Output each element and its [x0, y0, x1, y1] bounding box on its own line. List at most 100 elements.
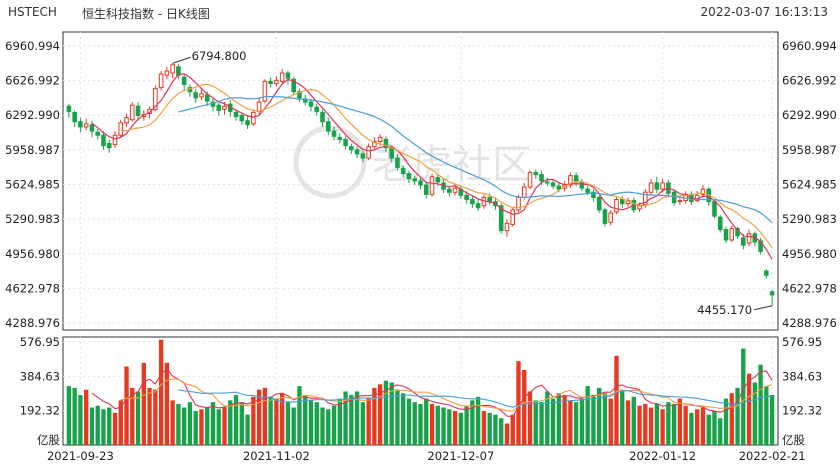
volume-bar: [401, 393, 406, 445]
volume-bar: [573, 402, 579, 445]
candle-body: [343, 138, 348, 147]
volume-bar: [487, 412, 492, 445]
volume-bar: [475, 396, 481, 445]
volume-bar: [568, 400, 573, 445]
candle-body: [239, 115, 245, 122]
volume-bar: [470, 400, 475, 445]
volume-bar: [591, 395, 596, 445]
y-tick-label-left: 6960.994: [5, 39, 60, 53]
symbol-label: HSTECH: [8, 5, 57, 19]
volume-bar: [712, 411, 717, 445]
volume-bar: [637, 405, 642, 445]
chart-name-label: 恒生科技指数 - 日K线图: [82, 7, 210, 21]
candle-body: [556, 185, 562, 190]
candle-body: [216, 104, 222, 111]
y-tick-label-left: 4288.976: [5, 316, 60, 330]
volume-bar: [303, 395, 308, 445]
volume-tick-label-left: 576.95: [20, 335, 60, 349]
volume-bar: [135, 391, 141, 445]
candle-body: [504, 222, 510, 232]
volume-bar: [343, 391, 348, 445]
low-annotation-leader: [754, 305, 773, 311]
ma5-line: [91, 73, 773, 260]
volume-bar: [631, 396, 636, 445]
volume-unit-left: 亿股: [37, 433, 60, 447]
volume-bar: [522, 370, 527, 445]
candle-body: [83, 123, 89, 128]
price-panel-frame: [62, 31, 779, 331]
candle-body: [545, 181, 550, 184]
volume-bar: [746, 373, 752, 445]
volume-bar: [550, 398, 556, 445]
volume-ma10-line: [120, 378, 773, 412]
candle-body: [608, 212, 614, 223]
volume-bar: [510, 414, 515, 445]
volume-ma20-line: [178, 389, 773, 408]
volume-bar: [597, 387, 602, 445]
volume-bar: [585, 386, 590, 445]
volume-bar: [297, 386, 302, 445]
candle-body: [717, 216, 723, 231]
volume-bar: [499, 418, 504, 445]
candle-body: [233, 111, 239, 118]
candle-body: [406, 173, 412, 180]
volume-bar: [614, 355, 619, 445]
volume-bar: [228, 400, 233, 445]
volume-bar: [337, 398, 342, 445]
volume-bar: [556, 393, 562, 445]
volume-bar: [349, 395, 354, 445]
volume-bar: [153, 389, 158, 445]
candle-body: [170, 64, 175, 74]
volume-bar: [112, 412, 118, 445]
candle-body: [498, 205, 504, 232]
volume-bar: [579, 398, 585, 445]
candle-body: [654, 182, 660, 190]
volume-bar: [620, 389, 625, 445]
candle-body: [671, 191, 677, 204]
candle-body: [729, 228, 735, 241]
candle-body: [337, 136, 343, 140]
candle-body: [245, 120, 250, 126]
candle-body: [464, 194, 469, 201]
volume-bar: [654, 403, 659, 445]
volume-bar: [320, 407, 325, 445]
volume-bar: [666, 402, 671, 445]
candle-body: [291, 78, 296, 93]
candle-body: [585, 188, 590, 193]
volume-bar: [493, 414, 498, 445]
volume-bar: [452, 411, 458, 445]
volume-bar: [158, 339, 164, 445]
x-tick-label: 2022-02-21: [739, 449, 806, 463]
candle-body: [400, 167, 406, 175]
candle-body: [112, 134, 118, 146]
volume-bar: [545, 391, 550, 445]
y-tick-label-left: 6292.990: [5, 108, 60, 122]
candle-body: [314, 106, 320, 112]
candle-body: [251, 111, 256, 125]
volume-bar: [441, 407, 446, 445]
candle-body: [619, 199, 625, 205]
volume-bar: [89, 407, 95, 445]
volume-bar: [366, 398, 371, 445]
volume-bar: [389, 382, 394, 445]
candle-body: [176, 66, 181, 76]
candle-body: [423, 184, 429, 195]
volume-bar: [533, 400, 538, 445]
y-tick-label-right: 5290.983: [782, 212, 837, 226]
candle-body: [95, 131, 100, 136]
candle-body: [596, 196, 602, 211]
volume-bar: [769, 395, 775, 445]
candle-body: [377, 136, 383, 142]
volume-bar: [406, 398, 412, 445]
volume-tick-label-right: 576.95: [782, 335, 822, 349]
watermark-logo-icon: [293, 125, 367, 199]
volume-bar: [395, 389, 400, 445]
candle-body: [164, 70, 170, 76]
volume-bar: [66, 386, 72, 445]
volume-bar: [706, 414, 711, 445]
candle-body: [429, 176, 435, 195]
volume-bar: [205, 407, 210, 445]
volume-bar: [758, 364, 763, 445]
candle-body: [204, 94, 210, 102]
